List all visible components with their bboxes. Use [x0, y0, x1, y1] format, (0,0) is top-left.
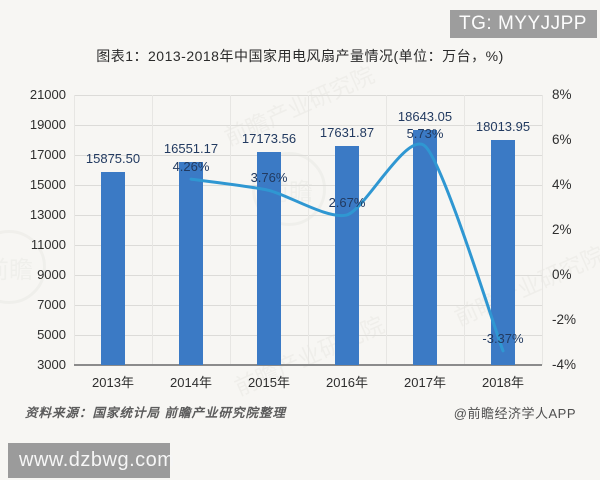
y-left-tick-label: 17000 — [29, 147, 66, 162]
bar-value-label: 16551.17 — [163, 140, 219, 156]
bar-value-label: 15875.50 — [85, 150, 141, 166]
y-axis-right: 8% 6% 4% 2% 0% -2% -4% — [552, 87, 598, 372]
growth-point-label: 2.67% — [328, 194, 366, 210]
y-right-tick-label: 8% — [552, 87, 572, 102]
y-right-tick-label: 4% — [552, 177, 572, 192]
y-left-tick-label: 19000 — [29, 117, 66, 132]
production-bar — [335, 145, 359, 365]
tg-watermark-banner: TG: MYYJJPP — [450, 10, 597, 38]
bar-value-label: 18643.05 — [397, 109, 453, 125]
production-bar — [101, 171, 125, 365]
bar-value-label: 18013.95 — [475, 118, 531, 134]
x-tick-label: 2014年 — [170, 375, 212, 390]
tg-watermark-label: TG: MYYJJPP — [459, 13, 587, 34]
y-left-tick-label: 11000 — [30, 237, 66, 252]
gridline-vertical — [308, 95, 309, 365]
y-left-tick-label: 21000 — [29, 87, 66, 102]
y-left-tick-label: 5000 — [37, 327, 66, 342]
credit-note: @前瞻经济学人APP — [453, 406, 576, 421]
production-bar — [179, 161, 203, 365]
growth-point-label: -3.37% — [482, 330, 524, 346]
plot-area: 15875.50 16551.17 17173.56 17631.87 18643.05… — [74, 95, 543, 366]
bar-value-label: 17173.56 — [241, 131, 297, 147]
gridline-vertical — [542, 95, 543, 365]
gridline-vertical — [230, 95, 231, 365]
y-right-tick-label: 0% — [552, 267, 572, 282]
x-tick-label: 2013年 — [92, 375, 134, 390]
growth-point-label: 3.76% — [250, 170, 288, 186]
growth-line — [189, 142, 505, 353]
y-left-tick-label: 9000 — [37, 267, 66, 282]
y-left-tick-label: 15000 — [29, 177, 66, 192]
x-tick-label: 2015年 — [248, 375, 290, 390]
production-bar — [413, 130, 437, 365]
gridline-vertical — [386, 95, 387, 365]
gridline-vertical — [464, 95, 465, 365]
x-axis: 2013年 2014年 2015年 2016年 2017年 2018年 — [74, 372, 542, 390]
growth-line-chart — [189, 142, 505, 353]
growth-point-label: 5.73% — [406, 126, 444, 142]
y-left-tick-label: 13000 — [29, 207, 66, 222]
y-axis-left: 21000 19000 17000 15000 13000 11000 9000 7000 50… — [0, 87, 66, 372]
y-right-tick-label: -2% — [552, 312, 577, 327]
gridline-vertical — [74, 95, 75, 365]
chart-title: 图表1：2013-2018年中国家用电风扇产量情况(单位：万台，%) — [96, 48, 504, 64]
source-note: 资料来源：国家统计局 前瞻产业研究院整理 — [25, 406, 286, 420]
site-watermark-label: www.dzbwg.com — [19, 449, 175, 471]
x-tick-label: 2018年 — [482, 375, 524, 390]
site-watermark-banner: www.dzbwg.com — [8, 443, 174, 478]
x-tick-label: 2017年 — [404, 375, 446, 390]
y-left-tick-label: 7000 — [37, 297, 66, 312]
y-left-tick-label: 3000 — [37, 357, 66, 372]
bar-value-label: 17631.87 — [319, 124, 375, 140]
x-tick-label: 2016年 — [326, 375, 368, 390]
y-right-tick-label: 2% — [552, 222, 572, 237]
y-right-tick-label: -4% — [552, 357, 577, 372]
growth-point-label: 4.26% — [172, 159, 210, 175]
gridline-vertical — [152, 95, 153, 365]
x-axis-line — [74, 364, 542, 366]
y-right-tick-label: 6% — [552, 132, 572, 147]
